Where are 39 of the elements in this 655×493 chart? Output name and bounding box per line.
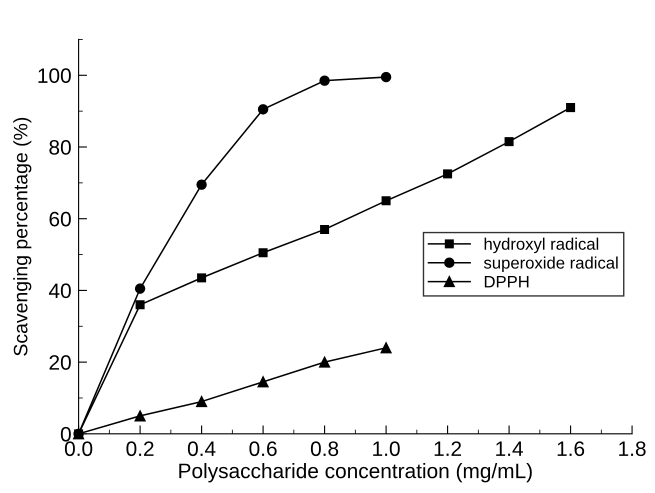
point — [196, 396, 208, 408]
y-tick-label: 80 — [49, 140, 71, 155]
y-tick-label: 100 — [38, 68, 71, 84]
point — [197, 273, 206, 282]
x-tick-label: 1.8 — [619, 441, 646, 456]
x-tick-label: 1.6 — [558, 441, 584, 456]
point — [319, 75, 330, 86]
legend-label: DPPH — [484, 276, 528, 288]
x-tick-label: 0.8 — [310, 441, 338, 456]
x-tick-label: 1.0 — [373, 441, 400, 456]
point — [196, 179, 207, 190]
point — [134, 410, 146, 422]
point — [566, 103, 576, 112]
x-tick-label: 1.4 — [496, 442, 523, 456]
point — [380, 72, 392, 82]
point — [382, 196, 391, 206]
y-tick-label: 20 — [50, 355, 71, 370]
x-tick-label: 0.0 — [64, 441, 92, 456]
y-tick-label: 40 — [48, 283, 71, 298]
point — [136, 300, 145, 310]
y-tick-label: 60 — [50, 212, 71, 226]
legend-label: hydroxyl radical — [484, 238, 598, 254]
x-tick-label: 0.2 — [126, 441, 154, 456]
point — [258, 248, 268, 258]
point — [320, 224, 330, 234]
point — [319, 356, 330, 368]
point — [258, 376, 269, 388]
x-tick-label: 0.6 — [249, 441, 277, 456]
x-tick-label: 1.2 — [434, 441, 462, 456]
legend-label: superoxide radical — [484, 256, 618, 272]
point — [504, 137, 514, 146]
point — [258, 104, 268, 115]
y-axis-title: Scavenging percentage (%) — [13, 118, 32, 356]
x-axis-title: Polysaccharide concentration (mg/mL) — [179, 462, 532, 482]
point — [134, 283, 146, 294]
point — [380, 342, 392, 354]
point — [443, 169, 452, 178]
x-tick-label: 0.4 — [188, 441, 216, 456]
y-tick-label: 0 — [60, 426, 71, 442]
